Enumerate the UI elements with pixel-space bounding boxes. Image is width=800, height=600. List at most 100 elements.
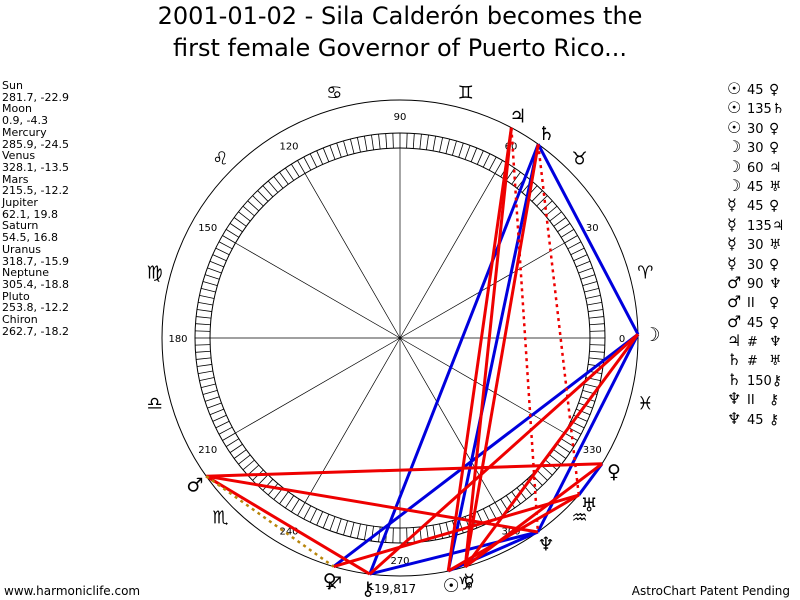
aspect-planet-a-glyph: ☿ — [727, 234, 737, 254]
band-tick — [229, 223, 243, 233]
aspect-line-chiron-moon — [368, 333, 639, 576]
band-tick — [470, 147, 478, 162]
band-tick — [218, 241, 233, 250]
band-tick — [445, 522, 450, 538]
band-tick — [303, 156, 312, 171]
planet-coords-mercury: 285.9, -24.5 — [2, 137, 69, 151]
aspect-planet-a-glyph: ♆ — [727, 408, 742, 428]
band-tick — [378, 134, 381, 150]
footer-website-link[interactable]: www.harmoniclife.com — [4, 584, 141, 598]
aspect-planet-b-glyph: ♆ — [769, 275, 782, 292]
aspect-planet-b-glyph: ♀ — [769, 198, 780, 215]
band-tick — [195, 330, 211, 332]
band-tick — [199, 377, 215, 382]
band-tick — [195, 344, 211, 346]
band-tick — [567, 241, 582, 250]
aspect-line-sun-jupiter — [446, 127, 513, 572]
band-tick — [215, 247, 230, 256]
band-tick — [560, 438, 575, 447]
band-tick — [200, 383, 216, 388]
chart-title-line-2: first female Governor of Puerto Rico... — [172, 34, 628, 62]
degree-label: 210 — [198, 445, 217, 456]
aspect-line-sun-neptune — [447, 530, 539, 573]
aspect-value: 30 — [747, 141, 764, 157]
band-tick — [582, 281, 598, 287]
aspect-planet-a-glyph: ♂ — [727, 272, 742, 292]
aspect-line-saturn-uranus — [536, 144, 581, 496]
planet-glyph-mercury: ☿ — [463, 570, 475, 592]
band-tick — [195, 350, 211, 353]
planet-glyph-moon: ☽ — [643, 324, 660, 346]
band-tick — [196, 316, 212, 319]
aspect-line-pluto-uranus — [333, 493, 580, 568]
band-tick — [364, 136, 368, 151]
planet-coords-mars: 215.5, -12.2 — [2, 184, 69, 198]
zodiac-sign-capricorn: ♑ — [458, 573, 474, 594]
aspect-planet-b-glyph: ♀ — [769, 82, 780, 98]
aspect-value: 135 — [747, 102, 772, 118]
aspect-planet-b-glyph: ♀ — [769, 314, 780, 331]
planet-glyph-neptune: ♆ — [537, 533, 554, 555]
degree-label: 150 — [198, 223, 217, 234]
planet-name-uranus: Uranus — [2, 242, 41, 256]
aspect-line-sun-saturn — [446, 143, 540, 572]
aspect-planet-a-glyph: ♄ — [727, 369, 742, 389]
band-tick — [378, 526, 381, 542]
band-tick — [336, 142, 342, 158]
band-tick — [279, 491, 289, 505]
band-tick — [309, 508, 318, 523]
aspect-value: II — [747, 296, 755, 312]
planet-coords-jupiter: 62.1, 19.8 — [2, 207, 58, 221]
zodiac-sign-aquarius: ♒ — [572, 508, 588, 529]
band-tick — [476, 150, 484, 165]
aspect-value: II — [747, 393, 755, 409]
band-tick — [385, 133, 388, 149]
band-tick — [316, 511, 324, 526]
band-tick — [209, 260, 224, 268]
aspect-value: 135 — [747, 218, 772, 234]
band-tick — [322, 514, 330, 529]
aspect-line-mars-venus — [206, 462, 603, 478]
band-tick — [557, 223, 571, 233]
aspect-row: ☉ 30 ♀ — [727, 118, 784, 137]
degree-label: 0 — [619, 334, 625, 345]
band-tick — [195, 323, 211, 326]
band-tick — [222, 235, 236, 244]
planet-glyph-pluto: ♀ — [323, 570, 337, 592]
band-tick — [225, 229, 240, 238]
band-tick — [576, 408, 591, 416]
aspect-value: 30 — [747, 257, 764, 273]
band-tick — [588, 309, 604, 312]
chart-title-line-1: 2001-01-02 - Sila Calderón becomes the — [157, 2, 643, 30]
aspect-planet-b-glyph: ♀ — [769, 140, 780, 157]
zodiac-sign-cancer: ♋ — [326, 83, 342, 104]
planet-glyph-mars: ♂ — [186, 474, 203, 496]
zodiac-sign-virgo: ♍ — [147, 262, 163, 283]
footer-patent-note: AstroChart Patent Pending — [631, 584, 790, 598]
aspect-line-mars-chiron — [205, 474, 371, 576]
band-tick — [204, 274, 220, 280]
planet-name-mercury: Mercury — [2, 125, 47, 139]
planet-name-moon: Moon — [2, 102, 32, 116]
band-tick — [297, 502, 306, 516]
aspect-line-mercury-jupiter — [463, 127, 513, 568]
band-tick — [291, 163, 300, 178]
band-tick — [494, 160, 503, 174]
band-tick — [242, 459, 255, 471]
aspect-line-mars-pluto — [205, 475, 335, 568]
degree-label: 240 — [279, 526, 298, 537]
aspect-planet-a-glyph: ☿ — [727, 214, 737, 234]
band-tick — [371, 134, 374, 150]
band-tick — [576, 260, 591, 268]
band-tick — [238, 454, 251, 465]
aspect-row: ☽ 30 ♀ — [727, 137, 784, 156]
band-tick — [406, 133, 408, 149]
aspect-row: ☿ 30 ♅ — [727, 234, 784, 253]
band-tick — [580, 274, 596, 280]
band-tick — [309, 153, 318, 168]
band-tick — [262, 185, 274, 198]
aspect-row: ☿ 135♃ — [727, 215, 784, 234]
band-tick — [445, 138, 450, 154]
band-tick — [225, 438, 240, 447]
